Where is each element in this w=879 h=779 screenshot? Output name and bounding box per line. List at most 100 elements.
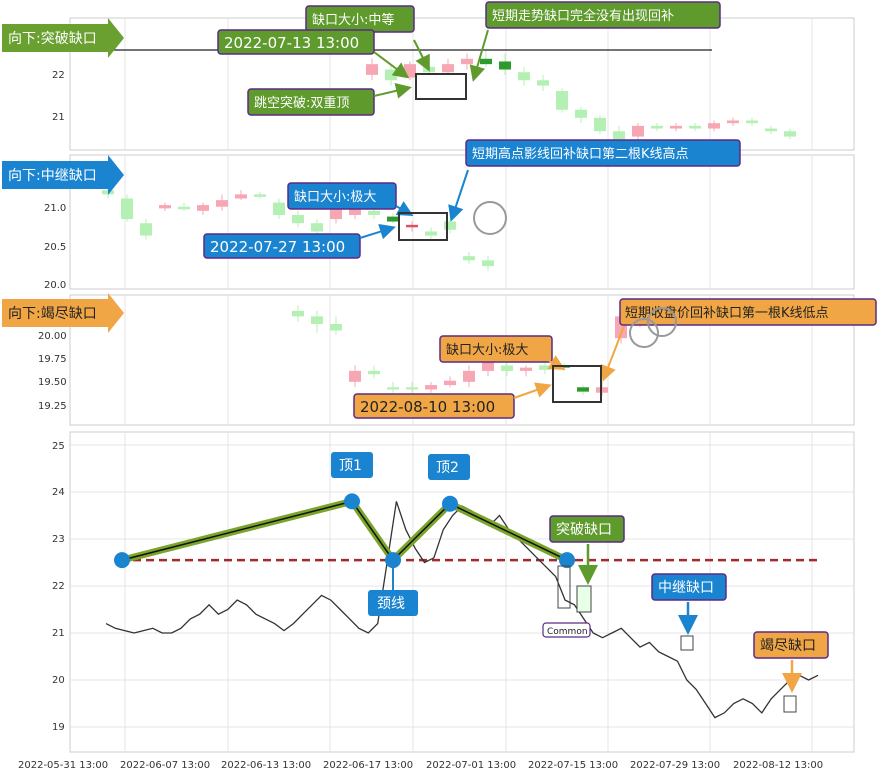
p3-candle-7 [425, 385, 437, 390]
main-ytick-23: 23 [52, 534, 65, 545]
p1-candle-10 [556, 90, 568, 110]
pattern-point-2 [385, 552, 401, 569]
p3-pointer-2 [600, 325, 625, 382]
p1-pointer-3 [373, 51, 410, 79]
p3-circle-marker-1 [629, 318, 659, 348]
p1-candle-22 [784, 131, 796, 137]
xtick-4: 2022-07-01 13:00 [426, 760, 516, 771]
p1-candle-9 [537, 80, 549, 86]
svg-text:向下:竭尽缺口: 向下:竭尽缺口 [8, 306, 97, 322]
p2-ytick-20-5: 20.5 [44, 242, 66, 253]
p1-candle-6 [480, 58, 492, 65]
top1-badge: 顶1 [331, 452, 373, 478]
p1-ytick-21: 21 [52, 112, 65, 123]
p2-candle-11 [311, 223, 323, 232]
p2-candle-3 [159, 205, 171, 209]
p3-circle-marker-2 [647, 307, 677, 337]
p1-label-no-fill: 短期走势缺口完全没有出现回补 [485, 1, 721, 29]
p2-label-fill: 短期高点影线回补缺口第二根K线高点 [465, 139, 741, 167]
p3-candle-2 [330, 324, 342, 331]
p3-candle-13 [539, 365, 551, 370]
main-ytick-25: 25 [52, 441, 65, 452]
p2-candle-20 [482, 260, 494, 267]
p2-candle-13 [349, 206, 361, 215]
p3-candle-6 [406, 387, 418, 390]
svg-text:短期收盘价回补缺口第一根K线低点: 短期收盘价回补缺口第一根K线低点 [625, 305, 829, 321]
p3-candle-8 [444, 380, 456, 386]
p1-candle-17 [689, 125, 701, 129]
p1-candle-3 [423, 66, 435, 73]
svg-text:2022-07-13 13:00: 2022-07-13 13:00 [224, 34, 359, 52]
p1-pointer-1 [413, 39, 430, 72]
p2-ytick-21: 21.0 [44, 203, 66, 214]
p2-candle-4 [178, 206, 190, 210]
p3-ytick-19-50: 19.50 [38, 377, 67, 388]
svg-text:Common: Common [547, 627, 588, 637]
grid-layer [70, 18, 854, 752]
p1-candle-13 [613, 131, 625, 140]
p1-pointer-2 [469, 29, 489, 82]
p2-circle-marker [473, 201, 507, 235]
p1-candle-21 [765, 128, 777, 132]
p2-gap-box [398, 212, 448, 241]
p3-label-gap-size: 缺口大小:极大 [439, 335, 553, 363]
p2-candle-1 [121, 198, 133, 220]
panel-2-frame [69, 154, 855, 290]
p1-label-date: 2022-07-13 13:00 [217, 29, 375, 55]
p3-candle-3 [349, 370, 361, 382]
p3-candle-12 [520, 367, 532, 371]
p1-ytick-22: 22 [52, 70, 65, 81]
main-ytick-24: 24 [52, 487, 65, 498]
svg-text:顶2: 顶2 [436, 460, 459, 476]
p2-pointer-2 [448, 169, 469, 222]
p1-gap-box [415, 73, 467, 100]
p3-pointer-3 [513, 382, 552, 399]
main-gap-box-1 [557, 565, 571, 609]
p2-candle-6 [216, 200, 228, 207]
p2-candle-15 [387, 216, 399, 222]
p2-candle-10 [292, 214, 304, 224]
p1-pointer-4 [373, 82, 412, 99]
pattern-point-0 [114, 552, 130, 569]
p1-candle-11 [575, 109, 587, 118]
p1-candle-16 [670, 125, 682, 129]
p3-candle-5 [387, 387, 399, 390]
p2-label-date: 2022-07-27 13:00 [203, 233, 361, 259]
xtick-1: 2022-06-07 13:00 [120, 760, 210, 771]
svg-text:缺口大小:极大: 缺口大小:极大 [446, 343, 528, 358]
p2-candle-12 [330, 206, 342, 220]
p1-candle-15 [651, 125, 663, 129]
svg-text:竭尽缺口: 竭尽缺口 [760, 638, 816, 654]
panel-3-frame [69, 294, 855, 426]
double-top-pattern [121, 497, 569, 564]
p3-candle-1 [311, 316, 323, 324]
pattern-dots [114, 493, 575, 569]
p2-candle-2 [140, 223, 152, 236]
p3-ytick-19-75: 19.75 [38, 354, 67, 365]
svg-text:突破缺口: 突破缺口 [556, 522, 612, 538]
p3-arrow-label: 向下:竭尽缺口 [2, 293, 124, 333]
svg-text:短期走势缺口完全没有出现回补: 短期走势缺口完全没有出现回补 [492, 8, 674, 24]
main-ytick-22: 22 [52, 581, 65, 592]
p1-candle-19 [727, 120, 739, 124]
p1-candle-1 [385, 69, 397, 81]
xtick-0: 2022-05-31 13:00 [18, 760, 108, 771]
p1-arrow-label: 向下:突破缺口 [2, 18, 124, 58]
svg-text:顶1: 顶1 [339, 458, 362, 474]
pattern-point-4 [559, 552, 575, 569]
xtick-6: 2022-07-29 13:00 [630, 760, 720, 771]
p3-gap-box [552, 365, 602, 403]
pattern-point-1 [344, 493, 360, 510]
p1-candle-20 [746, 120, 758, 124]
xtick-3: 2022-06-17 13:00 [323, 760, 413, 771]
exhaustion-badge: 竭尽缺口 [753, 631, 829, 659]
p1-candle-14 [632, 125, 644, 137]
svg-text:短期高点影线回补缺口第二根K线高点: 短期高点影线回补缺口第二根K线高点 [472, 146, 689, 162]
top2-badge: 顶2 [428, 454, 470, 480]
p3-ytick-20: 20.00 [38, 331, 67, 342]
p3-candle-9 [463, 370, 475, 382]
svg-text:跳空突破:双重顶: 跳空突破:双重顶 [254, 95, 349, 111]
p1-candle-12 [594, 117, 606, 132]
p1-candle-8 [518, 72, 530, 81]
